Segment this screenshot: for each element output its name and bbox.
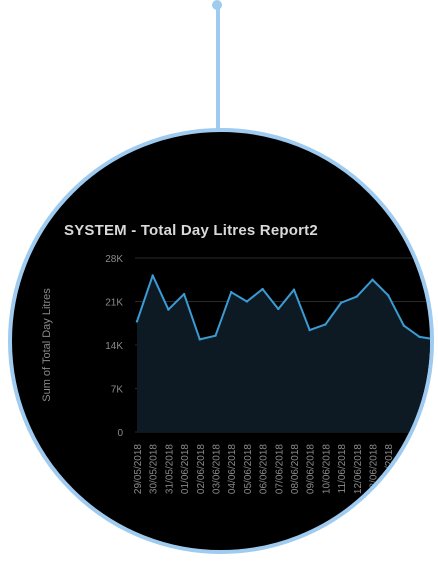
x-tick-label: 11/06/2018 xyxy=(337,444,348,494)
magnifier-lens: SYSTEM - Total Day Litres Report2 Sum of… xyxy=(8,128,434,554)
data-point xyxy=(151,274,154,277)
data-point xyxy=(371,278,374,281)
data-point xyxy=(245,300,249,303)
x-tick-label: 29/05/2018 xyxy=(133,444,144,494)
y-tick-label: 21K xyxy=(105,298,123,309)
y-tick-label: 28K xyxy=(105,254,123,265)
data-point xyxy=(230,290,233,294)
data-point xyxy=(198,338,201,341)
x-tick-label: 31/05/2018 xyxy=(164,444,175,494)
data-point xyxy=(214,334,217,337)
data-point xyxy=(277,307,280,311)
data-point xyxy=(135,320,139,323)
data-point xyxy=(292,288,296,291)
data-point xyxy=(387,294,390,297)
x-tick-label: 06/06/2018 xyxy=(259,444,270,494)
data-point xyxy=(418,335,421,339)
x-tick-label: 05/06/2018 xyxy=(243,444,254,494)
x-tick-label: 02/06/2018 xyxy=(196,444,207,494)
data-point xyxy=(339,301,343,304)
x-tick-label: 10/06/2018 xyxy=(321,444,332,494)
series-line xyxy=(136,274,430,341)
series-area xyxy=(137,275,430,432)
pin-line xyxy=(216,4,220,132)
x-tick-label: 30/05/2018 xyxy=(149,444,160,494)
y-tick-label: 0 xyxy=(117,428,123,439)
x-tick-label: 04/06/2018 xyxy=(227,444,238,494)
y-tick-label: 7K xyxy=(111,385,124,396)
x-tick-label: 08/06/2018 xyxy=(290,444,301,494)
data-point xyxy=(355,295,358,298)
x-tick-label: 01/06/2018 xyxy=(180,444,191,494)
chart: 0 7K 14K 21K 28K 29/05/2018 30/05/2018 31/05/20… xyxy=(105,254,430,494)
x-tick-label: 03/06/2018 xyxy=(212,444,223,494)
x-tick-label: 12/06/2018 xyxy=(353,444,364,494)
data-point xyxy=(261,287,264,291)
data-point xyxy=(182,292,186,296)
data-point xyxy=(308,328,311,332)
x-tick-label: 09/06/2018 xyxy=(306,444,317,494)
chart-title: SYSTEM - Total Day Litres Report2 xyxy=(64,222,318,239)
y-tick-label: 14K xyxy=(105,341,123,352)
x-tick-label: 07/06/2018 xyxy=(274,444,285,494)
x-tick-label: 6/06/2018 xyxy=(384,444,395,489)
data-point xyxy=(324,323,327,326)
x-tick-label: 13/06/2018 xyxy=(369,444,380,494)
data-point xyxy=(167,308,170,311)
data-point xyxy=(402,324,406,327)
